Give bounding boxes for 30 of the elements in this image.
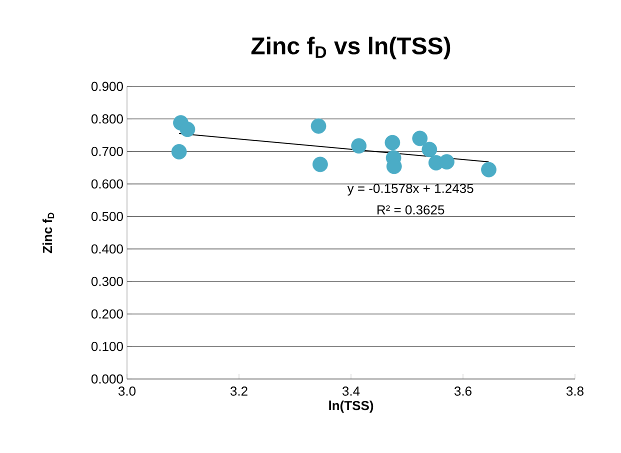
y-tick-label: 0.300 [91, 276, 123, 286]
x-axis-title: ln(TSS) [329, 400, 374, 413]
point [351, 138, 367, 154]
point [312, 156, 328, 172]
point [384, 134, 400, 150]
annotation: y = -0.1578x + 1.2435 [347, 184, 474, 196]
y-tick-label: 0.800 [91, 114, 123, 124]
point [422, 142, 438, 158]
x-tick-label: 3.4 [342, 386, 360, 396]
point [439, 154, 454, 170]
y-axis-title: Zinc f$_{D}$ [42, 212, 54, 254]
y-tick-label: 0.700 [91, 146, 123, 156]
chart-title: Zinc f$_{D}$ vs ln(TSS) [251, 36, 450, 60]
annotation: R² = 0.3625 [378, 205, 444, 214]
y-tick-label: 0.500 [91, 212, 123, 222]
point [481, 162, 496, 178]
x-tick-label: 3.8 [566, 386, 584, 396]
point [310, 118, 326, 134]
y-tick-label: 0.400 [91, 244, 123, 254]
y-tick-label: 0.200 [91, 309, 123, 319]
y-tick-label: 0.100 [91, 342, 123, 352]
x-tick-label: 3.0 [118, 386, 136, 396]
x-tick-label: 3.6 [454, 386, 472, 396]
point [180, 122, 196, 138]
x-tick-label: 3.2 [230, 386, 248, 396]
point [171, 144, 187, 160]
y-tick-label: 0.600 [91, 179, 123, 189]
y-tick-label: 0.000 [91, 374, 123, 384]
y-tick-label: 0.900 [91, 82, 123, 92]
point [412, 130, 428, 146]
